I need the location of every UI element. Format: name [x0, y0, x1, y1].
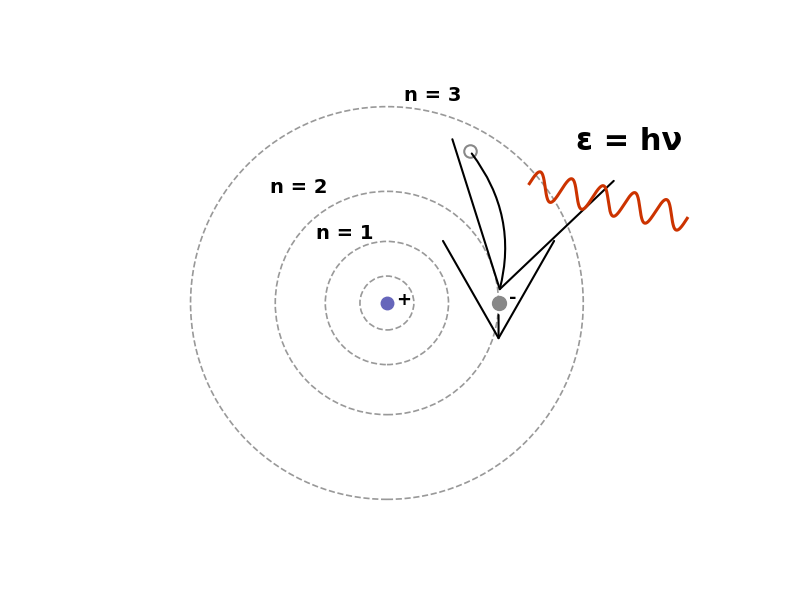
Text: n = 3: n = 3 [405, 86, 462, 104]
Text: ε = hν: ε = hν [576, 127, 682, 156]
Text: -: - [510, 289, 517, 307]
Text: +: + [396, 291, 411, 309]
FancyArrowPatch shape [452, 139, 614, 289]
Text: n = 2: n = 2 [270, 178, 327, 197]
FancyArrowPatch shape [443, 241, 554, 338]
Text: n = 1: n = 1 [316, 224, 374, 243]
